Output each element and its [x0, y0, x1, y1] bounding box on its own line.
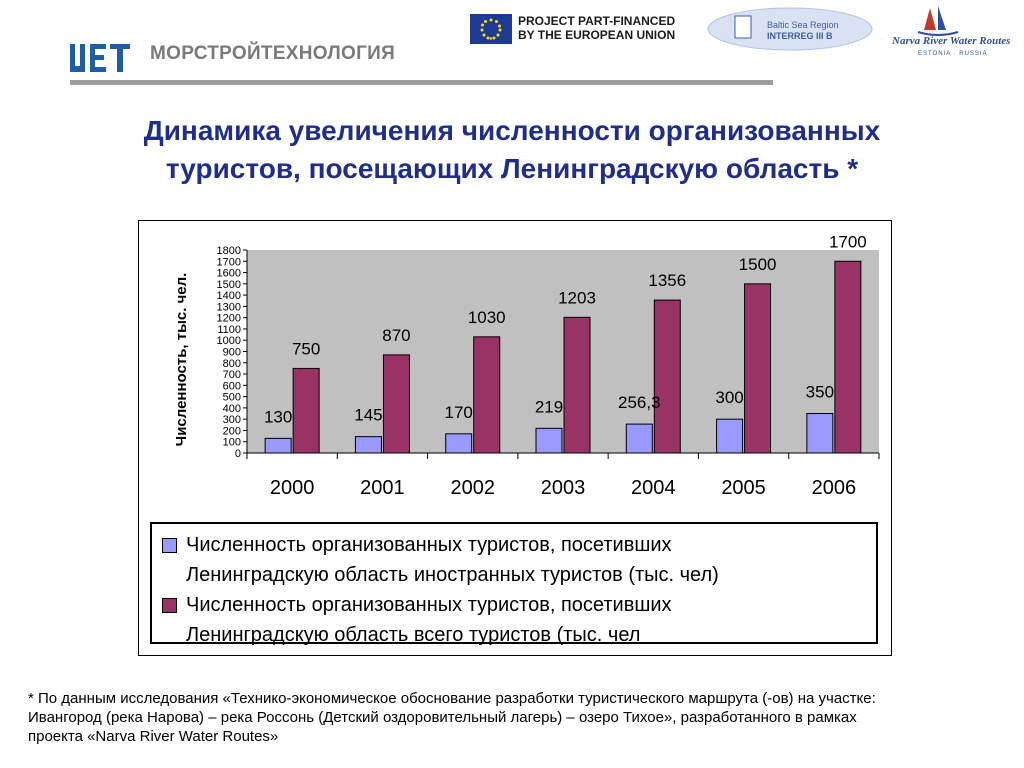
bar-total	[744, 283, 772, 454]
page-header: МОРСТРОЙТЕХНОЛОГИЯ PROJECT PART-FINANCED…	[0, 0, 1024, 100]
x-tick-label: 2000	[270, 477, 315, 499]
bar-chart: 0100200300400500600700800900100011001200…	[173, 232, 880, 499]
y-tick-label: 400	[223, 403, 241, 415]
footnote-line-2: Ивангород (река Нарова) – река Россонь (…	[28, 709, 857, 726]
data-label-foreign: 300	[715, 388, 743, 407]
x-tick-label: 2003	[541, 477, 586, 499]
legend-foreign-line-2: Ленинградскую область иностранных турист…	[186, 564, 719, 586]
bar-foreign	[535, 427, 563, 454]
bar-foreign	[625, 423, 653, 454]
y-axis-label: Численность, тыс. чел.	[173, 273, 190, 447]
data-label-foreign: 256,3	[618, 393, 661, 412]
baltic-sea-region-logo-icon: Baltic Sea Region INTERREG III B	[707, 7, 873, 51]
footnote-line-1: * По данным исследования «Технико-эконом…	[28, 690, 876, 707]
x-tick-label: 2004	[631, 477, 676, 499]
bar-total	[834, 260, 862, 454]
y-tick-label: 1300	[217, 301, 241, 313]
x-axis: 2000 2001 2002 2003 2004 2005 2006	[246, 452, 880, 499]
data-label-foreign: 130	[264, 407, 292, 426]
bar-foreign	[716, 418, 744, 454]
y-tick-label: 600	[223, 380, 241, 392]
y-tick-label: 300	[223, 414, 241, 426]
baltic-line-1: Baltic Sea Region	[767, 20, 839, 30]
chart-legend: Численность организованных туристов, пос…	[150, 522, 878, 646]
eu-line-1: PROJECT PART-FINANCED	[518, 14, 676, 28]
data-label-total: 1500	[739, 255, 777, 274]
bar-foreign	[806, 413, 834, 454]
y-tick-label: 900	[223, 347, 241, 359]
bar-foreign	[264, 437, 292, 454]
company-name: МОРСТРОЙТЕХНОЛОГИЯ	[150, 43, 396, 64]
legend-total-line-1: Численность организованных туристов, пос…	[186, 594, 672, 616]
x-tick-label: 2002	[450, 477, 495, 499]
eu-financing-note: PROJECT PART-FINANCED BY THE EUROPEAN UN…	[518, 14, 675, 42]
y-tick-label: 1700	[217, 256, 241, 268]
bar-foreign	[354, 436, 382, 454]
x-tick-label: 2005	[721, 477, 766, 499]
data-label-total: 1356	[648, 271, 686, 290]
legend-total-line-2: Ленинградскую область всего туристов (ты…	[186, 624, 641, 646]
chart-frame: 0 100 200 300 400 500 600 700 800 900 1000 1100 1200…	[138, 220, 892, 656]
y-tick-label: 1800	[217, 245, 241, 257]
footnote: * По данным исследования «Технико-эконом…	[28, 689, 1008, 746]
legend-swatch-total	[162, 598, 177, 613]
y-axis: 0100200300400500600700800900100011001200…	[217, 245, 248, 460]
company-logo-icon	[70, 44, 130, 72]
bar-total	[292, 367, 320, 454]
narva-line-1: Narva River Water Routes	[891, 35, 1010, 47]
title-line-1: Динамика увеличения численности организо…	[143, 115, 881, 146]
y-tick-label: 800	[223, 358, 241, 370]
data-label-foreign: 219	[535, 397, 563, 416]
header-divider	[70, 80, 773, 85]
narva-river-logo-icon: Narva River Water Routes ESTONIA · RUSSI…	[891, 6, 1010, 57]
legend-text-foreign: Численность организованных туристов, пос…	[186, 530, 876, 590]
data-label-foreign: 350	[806, 383, 834, 402]
data-label-foreign: 145	[354, 406, 382, 425]
y-tick-label: 500	[223, 392, 241, 404]
data-label-foreign: 170	[445, 403, 473, 422]
bar-total	[563, 316, 591, 454]
legend-foreign-line-1: Численность организованных туристов, пос…	[186, 534, 672, 556]
bar-total	[473, 336, 501, 454]
baltic-line-2: INTERREG III B	[767, 31, 833, 41]
y-tick-label: 200	[223, 425, 241, 437]
bar-foreign	[445, 433, 473, 454]
legend-text-total: Численность организованных туристов, пос…	[186, 590, 876, 650]
data-label-total: 870	[382, 326, 410, 345]
data-label-total: 1203	[558, 288, 596, 307]
eu-flag-icon	[470, 14, 512, 44]
title-line-2: туристов, посещающих Ленинградскую облас…	[165, 153, 859, 184]
y-tick-label: 1600	[217, 268, 241, 280]
y-tick-label: 700	[223, 369, 241, 381]
y-tick-label: 1100	[217, 324, 241, 336]
page-title: Динамика увеличения численности организо…	[30, 112, 994, 188]
y-tick-label: 0	[235, 448, 241, 460]
data-label-total: 1030	[468, 308, 506, 327]
x-tick-label: 2001	[360, 477, 405, 499]
footnote-line-3: проекта «Narva River Water Routes»	[28, 728, 279, 745]
legend-swatch-foreign	[162, 538, 177, 553]
eu-line-2: BY THE EUROPEAN UNION	[518, 28, 676, 42]
y-tick-label: 1400	[217, 290, 241, 302]
y-tick-label: 1200	[217, 313, 241, 325]
data-label-total: 750	[292, 339, 320, 358]
narva-line-2: ESTONIA · RUSSIA	[918, 51, 988, 57]
y-tick-label: 1500	[217, 279, 241, 291]
bar-total	[382, 354, 410, 454]
y-tick-label: 1000	[217, 335, 241, 347]
x-tick-label: 2006	[812, 477, 857, 499]
bar-total	[653, 299, 681, 454]
y-tick-label: 100	[223, 437, 241, 449]
data-label-total: 1700	[829, 232, 867, 251]
bars	[264, 260, 862, 454]
data-labels: 130 750 145 870 170 1030 219 1203 256,3 1356 300 15…	[264, 232, 867, 426]
plot-area	[247, 250, 879, 453]
